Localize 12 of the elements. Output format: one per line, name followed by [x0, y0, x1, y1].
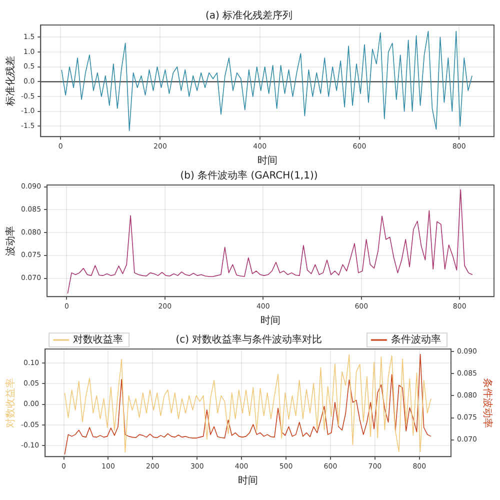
chart-title: (c) 对数收益率与条件波动率对比	[176, 334, 322, 346]
chart-title: (b) 条件波动率 (GARCH(1,1))	[180, 170, 318, 182]
x-axis-title: 时间	[260, 314, 281, 327]
y-axis-title: 标准化残差	[4, 56, 17, 107]
y-axis-title: 对数收益率	[4, 378, 17, 428]
legend-label: 条件波动率	[390, 334, 441, 346]
x-axis-title: 时间	[238, 474, 258, 487]
legend-label: 对数收益率	[73, 334, 124, 346]
x-axis-title: 时间	[257, 154, 278, 167]
y2-axis-title: 条件波动率	[481, 378, 494, 428]
chart-title: (a) 标准化残差序列	[205, 10, 293, 22]
y-axis-title: 波动率	[4, 226, 17, 256]
